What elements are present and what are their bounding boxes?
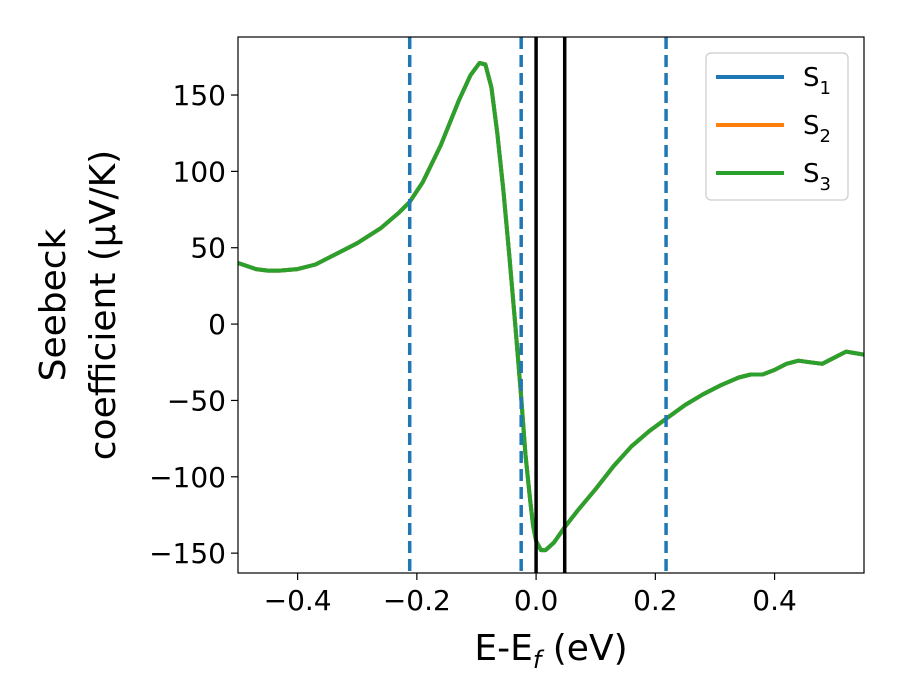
legend-label-s1: S1 (803, 63, 831, 99)
x-tick-label: −0.2 (383, 584, 451, 617)
series-line-s3 (238, 61, 864, 553)
legend: S1 S2 S3 (705, 52, 849, 201)
y-tick-label: 100 (173, 155, 226, 188)
x-tick-label: −0.4 (264, 584, 332, 617)
y-tick-label: −50 (167, 384, 226, 417)
x-tick-label: 0.4 (752, 584, 797, 617)
y-tick-label: 150 (173, 79, 226, 112)
plot-frame (237, 36, 865, 574)
y-tick-label: 0 (208, 308, 226, 341)
y-tick-label: −100 (149, 461, 226, 494)
axis-ticks-layer: −0.4 −0.2 0.0 0.2 0.4 150 100 50 0 −50 −100 −150 (149, 79, 797, 617)
y-axis-title: Seebeck coefficient (μV/K) (33, 150, 124, 460)
legend-label-s3: S3 (803, 159, 831, 195)
y-axis-title-line2: coefficient (μV/K) (83, 150, 124, 460)
plot-lines-layer (238, 37, 864, 573)
legend-label-s2: S2 (803, 111, 831, 147)
y-axis-title-line1: Seebeck (33, 228, 74, 381)
y-tick-label: −150 (149, 537, 226, 570)
y-tick-label: 50 (190, 232, 226, 265)
x-tick-label: 0.0 (514, 584, 559, 617)
x-axis-title: E-Ef (eV) (474, 628, 627, 674)
x-tick-label: 0.2 (633, 584, 678, 617)
